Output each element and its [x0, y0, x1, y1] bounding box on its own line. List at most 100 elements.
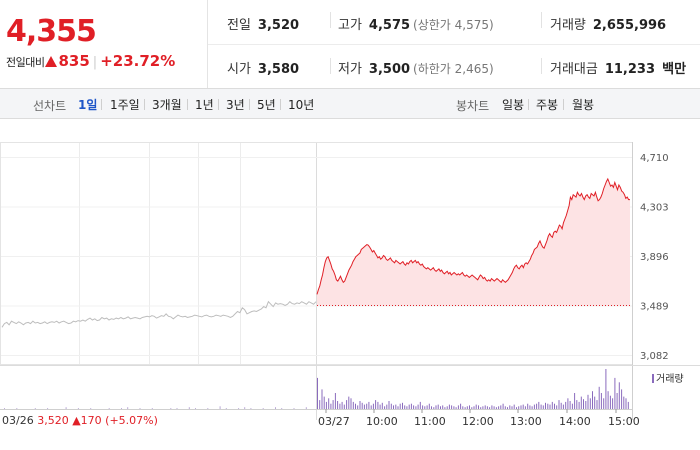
today-volume-bar: [616, 393, 618, 409]
today-volume-bar: [502, 403, 504, 409]
period-10y-tab[interactable]: 10년: [288, 98, 315, 112]
today-volume-bar: [410, 403, 412, 409]
today-volume-bar: [565, 401, 567, 409]
today-volume-bar: [448, 404, 450, 409]
prev-day-summary: 03/26 3,520 ▲170 (+5.07%): [2, 414, 158, 427]
today-volume-bar: [377, 401, 379, 409]
today-volume-bar: [319, 400, 321, 409]
today-volume-bar: [370, 405, 372, 409]
today-volume-bar: [334, 393, 336, 409]
today-volume-bar: [542, 405, 544, 409]
change-rate: +23.72%: [100, 52, 176, 70]
today-volume-bar: [464, 407, 466, 409]
period-5y-tab[interactable]: 5년: [257, 98, 276, 112]
prev-day-volume-bar: [281, 408, 283, 409]
today-volume-bar: [337, 401, 339, 409]
today-volume-bar: [404, 405, 406, 409]
today-volume-bar: [350, 398, 352, 409]
x-tick-label: 14:00: [559, 415, 591, 428]
today-volume-bar: [475, 404, 477, 409]
cell-divider: [330, 58, 331, 74]
trade-value-value: 11,233: [604, 62, 656, 77]
prev-day-volume-bar: [108, 408, 110, 409]
today-volume-bar: [491, 405, 493, 409]
today-volume-bar: [435, 405, 437, 409]
period-1w-tab[interactable]: 1주일: [110, 98, 140, 112]
today-volume-bar: [417, 404, 419, 409]
prev-close-cell: 전일 3,520: [227, 14, 299, 33]
low-cell: 저가 3,500 (하한가 2,465): [338, 58, 494, 77]
prev-close-label: 전일: [227, 18, 251, 33]
candle-monthly-tab[interactable]: 월봉: [572, 98, 595, 112]
volume-value: 2,655,996: [592, 18, 667, 33]
volume-cell: 거래량 2,655,996: [550, 14, 666, 33]
high-value: 4,575: [368, 18, 411, 33]
prev-day-volume-bar: [207, 408, 209, 409]
today-volume-bar: [574, 393, 576, 409]
today-volume-bar: [522, 404, 524, 409]
today-volume-bar: [623, 396, 625, 409]
trade-value-cell: 거래대금 11,233 백만: [550, 58, 686, 77]
y-tick-label: 4,303: [640, 203, 669, 214]
today-volume-bar: [533, 404, 535, 409]
today-volume-bar: [489, 407, 491, 409]
today-volume-bar: [440, 406, 441, 409]
today-volume-bar: [538, 401, 540, 409]
today-volume-bar: [357, 405, 359, 409]
today-volume-bar: [603, 398, 605, 409]
today-volume-bar: [397, 406, 399, 409]
today-volume-bar: [359, 401, 361, 409]
today-volume-bar: [482, 406, 484, 409]
today-volume-bar: [361, 402, 363, 409]
today-volume-bar: [500, 405, 502, 409]
period-1y-tab[interactable]: 1년: [195, 98, 214, 112]
candle-weekly-tab[interactable]: 주봉: [536, 98, 559, 112]
tab-divider: [144, 99, 145, 110]
tab-divider: [528, 99, 529, 110]
today-volume-bar: [587, 394, 589, 409]
today-volume-bar: [578, 401, 580, 409]
today-volume-bar: [379, 404, 381, 409]
period-3y-tab[interactable]: 3년: [226, 98, 245, 112]
today-volume-bar: [413, 405, 415, 409]
today-volume-bar: [486, 406, 488, 409]
today-volume-bar: [415, 406, 417, 409]
today-volume-bar: [576, 400, 578, 409]
row-divider: [208, 44, 700, 45]
low-label: 저가: [338, 62, 362, 77]
today-volume-bar: [341, 401, 343, 409]
prev-day-volume-bar: [151, 408, 153, 409]
prev-day-volume-bar: [170, 408, 172, 409]
x-tick-label: 03/27: [318, 415, 350, 428]
today-volume-bar: [339, 403, 341, 409]
today-volume-bar: [567, 398, 569, 409]
tab-divider: [187, 99, 188, 110]
lower-limit: (하한가 2,465): [413, 62, 494, 76]
today-volume-bar: [317, 377, 318, 409]
today-volume-bar: [556, 405, 558, 409]
tab-divider: [563, 99, 564, 110]
today-volume-bar: [549, 404, 551, 409]
today-volume-bar: [536, 403, 538, 409]
cell-divider: [541, 58, 542, 74]
high-label: 고가: [338, 18, 362, 33]
prev-day-rate: (+5.07%): [105, 414, 158, 427]
candle-daily-tab[interactable]: 일봉: [502, 98, 525, 112]
prev-day-volume-bar: [176, 408, 178, 409]
trade-value-label: 거래대금: [550, 62, 598, 77]
period-3m-tab[interactable]: 3개월: [152, 98, 182, 112]
prev-day-volume-bar: [225, 408, 227, 409]
today-volume-bar: [428, 403, 430, 409]
period-1d-tab[interactable]: 1일: [78, 98, 98, 112]
today-volume-bar: [426, 405, 428, 409]
today-volume-bar: [348, 396, 350, 409]
prev-day-volume-bar: [244, 407, 246, 409]
today-volume-bar: [388, 401, 390, 409]
cell-divider: [330, 12, 331, 28]
prev-day-volume-bar: [293, 408, 295, 409]
prev-day-volume-bar: [305, 407, 307, 409]
open-cell: 시가 3,580: [227, 58, 299, 77]
today-volume-bar: [618, 382, 620, 409]
chart-period-toolbar: 선차트 1일 1주일 3개월 1년 3년 5년 10년 봉차트 일봉 주봉 월봉: [0, 89, 700, 119]
today-volume-bar: [375, 400, 377, 409]
